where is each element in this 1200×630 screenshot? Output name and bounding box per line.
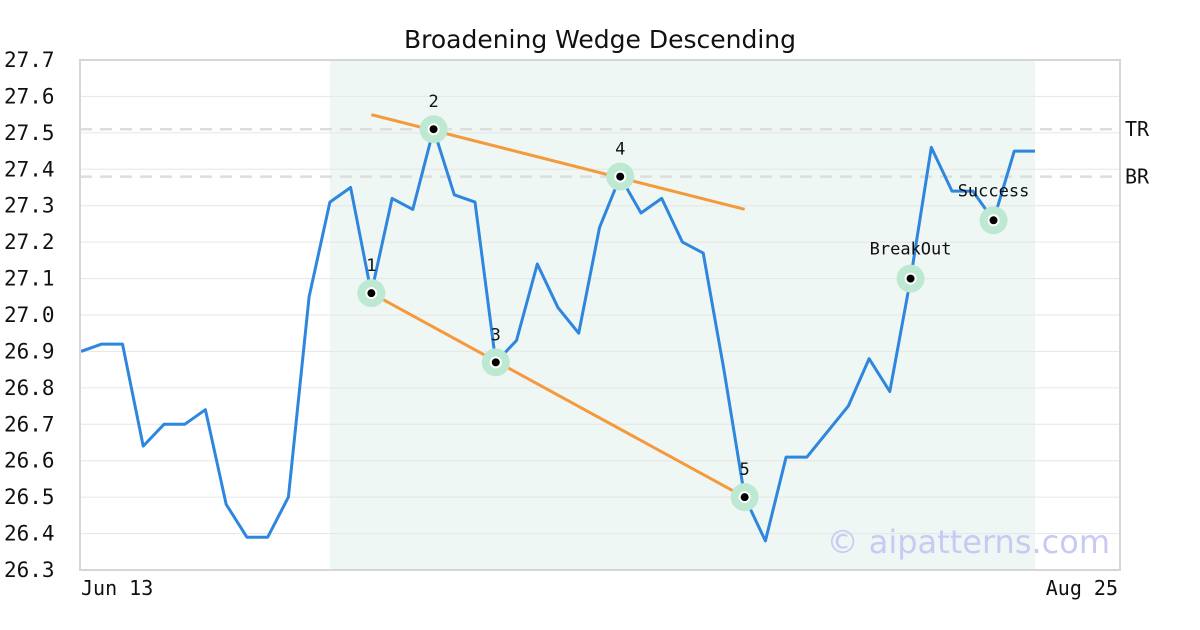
- chart-title: Broadening Wedge Descending: [404, 25, 796, 54]
- y-tick-label: 26.5: [4, 485, 55, 509]
- x-axis: Jun 13 Aug 25: [81, 576, 1118, 600]
- points-layer: 1 2 3 4 5 BreakOut Success: [357, 92, 1030, 512]
- y-tick-label: 26.9: [4, 339, 55, 363]
- watermark: © aipatterns.com: [827, 523, 1110, 561]
- point-marker: [429, 125, 438, 134]
- y-tick-label: 27.2: [4, 230, 55, 254]
- reference-label-tr: TR: [1125, 117, 1150, 141]
- y-tick-label: 27.0: [4, 303, 55, 327]
- y-tick-label: 26.3: [4, 558, 55, 582]
- point-label: 4: [615, 140, 625, 160]
- point-marker: [906, 274, 915, 283]
- y-tick-label: 26.4: [4, 522, 55, 546]
- y-axis: 26.3 26.4 26.5 26.6 26.7 26.8 26.9 27.0 27.1 27.2…: [4, 48, 55, 582]
- point-label: 2: [428, 92, 438, 112]
- plot-frame: [79, 59, 1121, 571]
- point-marker: [491, 358, 500, 367]
- point-label: BreakOut: [870, 240, 952, 260]
- y-tick-label: 26.6: [4, 449, 55, 473]
- y-tick-label: 26.7: [4, 412, 55, 436]
- point-label: 1: [366, 256, 376, 276]
- point-marker: [989, 216, 998, 225]
- y-tick-label: 27.1: [4, 267, 55, 291]
- price-line: [80, 127, 1035, 543]
- y-tick-label: 27.3: [4, 194, 55, 218]
- reference-label-br: BR: [1125, 165, 1150, 189]
- point-label: 3: [491, 325, 501, 345]
- y-tick-label: 27.4: [4, 157, 55, 181]
- point-marker: [740, 493, 749, 502]
- y-tick-label: 27.6: [4, 84, 55, 108]
- x-tick-label-end: Aug 25: [1046, 576, 1118, 600]
- y-tick-label: 27.5: [4, 121, 55, 145]
- point-label: 5: [740, 460, 750, 480]
- point-marker: [616, 172, 625, 181]
- trend-line-lower: [370, 291, 746, 499]
- point-marker: [367, 289, 376, 298]
- y-tick-label: 26.8: [4, 376, 55, 400]
- point-label: Success: [958, 181, 1030, 201]
- series-layer: [80, 127, 1035, 543]
- x-tick-label-start: Jun 13: [81, 576, 153, 600]
- y-tick-label: 27.7: [4, 48, 55, 72]
